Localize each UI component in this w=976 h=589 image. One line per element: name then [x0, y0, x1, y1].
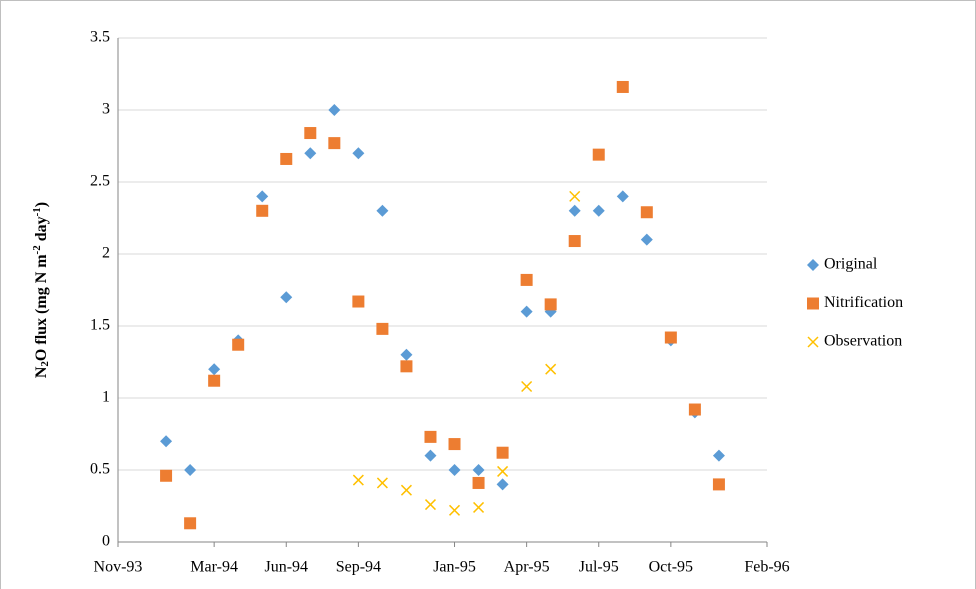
x-tick-label: Jun-94 — [264, 559, 308, 576]
x-tick-label: Nov-93 — [94, 559, 143, 576]
point — [545, 363, 557, 375]
point — [184, 464, 197, 476]
y-axis-label-part: 2 — [39, 361, 51, 367]
point — [256, 204, 269, 217]
point — [208, 374, 221, 387]
legend-label: Original — [824, 256, 878, 273]
point — [184, 517, 197, 530]
y-tick-label: 3.5 — [90, 29, 110, 46]
point — [400, 484, 412, 496]
point — [232, 338, 245, 351]
point — [304, 127, 317, 140]
point — [352, 295, 365, 308]
point — [497, 465, 509, 477]
point — [352, 147, 365, 160]
point — [400, 348, 413, 361]
point — [448, 438, 461, 451]
y-tick-label: 3 — [102, 101, 110, 118]
point — [569, 190, 581, 202]
point — [592, 204, 605, 217]
point — [640, 233, 653, 246]
point — [472, 476, 485, 489]
y-axis-label-part: N — [33, 366, 50, 378]
y-axis-label-part: -1 — [31, 207, 43, 216]
point — [544, 298, 557, 311]
point — [472, 464, 485, 476]
point — [616, 80, 629, 93]
legend-marker — [807, 336, 819, 348]
point — [520, 305, 533, 318]
y-tick-label: 1 — [102, 389, 110, 406]
point — [712, 449, 725, 462]
point — [328, 104, 341, 116]
point — [352, 474, 364, 486]
point — [712, 478, 725, 491]
y-tick-label: 0 — [102, 533, 110, 550]
y-axis-label-part: O flux (mg N m — [33, 254, 50, 361]
x-tick-label: Sep-94 — [336, 559, 381, 576]
point — [568, 235, 581, 248]
point — [520, 273, 533, 286]
x-tick-label: Oct-95 — [649, 559, 693, 576]
point — [448, 504, 461, 516]
point — [688, 403, 701, 416]
point — [208, 363, 221, 376]
legend-label: Observation — [824, 333, 902, 350]
point — [376, 204, 389, 217]
x-tick-label: Mar-94 — [190, 559, 238, 576]
x-tick-label: Jul-95 — [579, 559, 619, 576]
legend-label: Nitrification — [824, 294, 903, 311]
y-axis-label-part: ) — [33, 202, 50, 207]
x-tick-label: Apr-95 — [504, 559, 550, 576]
point — [160, 435, 173, 448]
legend-marker — [807, 297, 819, 310]
y-axis-label-part: -2 — [31, 245, 43, 255]
point — [473, 501, 485, 513]
point — [400, 360, 413, 373]
y-axis-label-part: day — [33, 216, 50, 245]
point — [592, 148, 605, 161]
point — [616, 190, 629, 203]
point — [521, 380, 533, 393]
point — [256, 190, 269, 203]
point — [376, 477, 388, 489]
y-tick-label: 2 — [102, 245, 110, 262]
point — [280, 152, 293, 165]
point — [496, 478, 509, 491]
legend-marker — [807, 259, 819, 271]
x-tick-label: Feb-96 — [744, 559, 789, 576]
y-tick-label: 2.5 — [90, 173, 110, 190]
point — [496, 446, 509, 459]
x-tick-label: Jan-95 — [433, 559, 476, 576]
point — [568, 204, 581, 217]
point — [280, 291, 293, 304]
point — [424, 449, 437, 462]
point — [640, 206, 653, 219]
point — [424, 499, 437, 511]
point — [448, 464, 461, 476]
point — [424, 430, 437, 443]
point — [328, 137, 341, 150]
y-tick-label: 0.5 — [90, 461, 110, 478]
point — [664, 331, 677, 344]
point — [160, 469, 173, 482]
y-axis-label: N2O flux (mg N m-2 day-1) — [31, 202, 51, 378]
point — [376, 322, 389, 335]
y-tick-label: 1.5 — [90, 317, 110, 334]
point — [304, 147, 317, 160]
